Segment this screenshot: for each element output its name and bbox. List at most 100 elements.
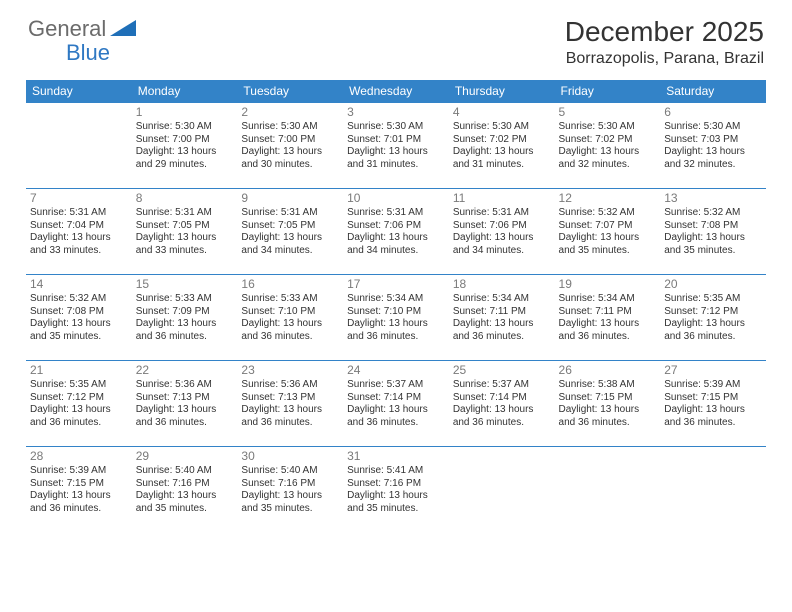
- brand-logo: General Blue: [28, 16, 138, 42]
- sunset-line: Sunset: 7:00 PM: [241, 134, 339, 147]
- calendar-cell: 25Sunrise: 5:37 AMSunset: 7:14 PMDayligh…: [449, 361, 555, 447]
- sunset-line: Sunset: 7:04 PM: [30, 220, 128, 233]
- sunrise-line: Sunrise: 5:36 AM: [136, 379, 234, 392]
- calendar-cell: 16Sunrise: 5:33 AMSunset: 7:10 PMDayligh…: [237, 275, 343, 361]
- day-header: Saturday: [660, 80, 766, 103]
- calendar-cell: 11Sunrise: 5:31 AMSunset: 7:06 PMDayligh…: [449, 189, 555, 275]
- location-text: Borrazopolis, Parana, Brazil: [565, 50, 764, 68]
- day-number: 12: [559, 191, 657, 206]
- sunrise-line: Sunrise: 5:31 AM: [453, 207, 551, 220]
- day-number: 4: [453, 105, 551, 120]
- sunset-line: Sunset: 7:05 PM: [241, 220, 339, 233]
- daylight-line: Daylight: 13 hours and 31 minutes.: [347, 146, 445, 171]
- sunset-line: Sunset: 7:05 PM: [136, 220, 234, 233]
- day-number: 20: [664, 277, 762, 292]
- sunrise-line: Sunrise: 5:39 AM: [30, 465, 128, 478]
- sunrise-line: Sunrise: 5:33 AM: [241, 293, 339, 306]
- sunrise-line: Sunrise: 5:32 AM: [664, 207, 762, 220]
- sunrise-line: Sunrise: 5:39 AM: [664, 379, 762, 392]
- day-header: Wednesday: [343, 80, 449, 103]
- day-number: 3: [347, 105, 445, 120]
- day-number: 24: [347, 363, 445, 378]
- brand-blue: Blue: [66, 40, 110, 66]
- sunset-line: Sunset: 7:09 PM: [136, 306, 234, 319]
- sunset-line: Sunset: 7:07 PM: [559, 220, 657, 233]
- sunset-line: Sunset: 7:11 PM: [453, 306, 551, 319]
- day-number: 1: [136, 105, 234, 120]
- page-header: General Blue December 2025 Borrazopolis,…: [0, 0, 792, 72]
- sunset-line: Sunset: 7:10 PM: [241, 306, 339, 319]
- day-number: 17: [347, 277, 445, 292]
- daylight-line: Daylight: 13 hours and 34 minutes.: [347, 232, 445, 257]
- calendar-cell: 1Sunrise: 5:30 AMSunset: 7:00 PMDaylight…: [132, 103, 238, 189]
- daylight-line: Daylight: 13 hours and 32 minutes.: [664, 146, 762, 171]
- calendar-cell: 2Sunrise: 5:30 AMSunset: 7:00 PMDaylight…: [237, 103, 343, 189]
- sunset-line: Sunset: 7:00 PM: [136, 134, 234, 147]
- sunrise-line: Sunrise: 5:38 AM: [559, 379, 657, 392]
- day-number: 18: [453, 277, 551, 292]
- day-number: 25: [453, 363, 551, 378]
- calendar-cell: 18Sunrise: 5:34 AMSunset: 7:11 PMDayligh…: [449, 275, 555, 361]
- sunrise-line: Sunrise: 5:30 AM: [453, 121, 551, 134]
- daylight-line: Daylight: 13 hours and 31 minutes.: [453, 146, 551, 171]
- daylight-line: Daylight: 13 hours and 36 minutes.: [664, 404, 762, 429]
- sunrise-line: Sunrise: 5:37 AM: [347, 379, 445, 392]
- calendar-row: 14Sunrise: 5:32 AMSunset: 7:08 PMDayligh…: [26, 275, 766, 361]
- day-number: 7: [30, 191, 128, 206]
- daylight-line: Daylight: 13 hours and 32 minutes.: [559, 146, 657, 171]
- calendar-cell: 7Sunrise: 5:31 AMSunset: 7:04 PMDaylight…: [26, 189, 132, 275]
- day-number: 31: [347, 449, 445, 464]
- daylight-line: Daylight: 13 hours and 36 minutes.: [453, 318, 551, 343]
- calendar-cell: 31Sunrise: 5:41 AMSunset: 7:16 PMDayligh…: [343, 447, 449, 533]
- day-number: 27: [664, 363, 762, 378]
- calendar-cell: 4Sunrise: 5:30 AMSunset: 7:02 PMDaylight…: [449, 103, 555, 189]
- day-number: 15: [136, 277, 234, 292]
- sunset-line: Sunset: 7:12 PM: [664, 306, 762, 319]
- calendar-cell: [26, 103, 132, 189]
- day-number: 5: [559, 105, 657, 120]
- calendar-cell: 28Sunrise: 5:39 AMSunset: 7:15 PMDayligh…: [26, 447, 132, 533]
- calendar-cell: 13Sunrise: 5:32 AMSunset: 7:08 PMDayligh…: [660, 189, 766, 275]
- day-number: 6: [664, 105, 762, 120]
- day-number: 28: [30, 449, 128, 464]
- day-number: 14: [30, 277, 128, 292]
- calendar-cell: [449, 447, 555, 533]
- calendar-cell: 29Sunrise: 5:40 AMSunset: 7:16 PMDayligh…: [132, 447, 238, 533]
- daylight-line: Daylight: 13 hours and 35 minutes.: [30, 318, 128, 343]
- calendar-row: 21Sunrise: 5:35 AMSunset: 7:12 PMDayligh…: [26, 361, 766, 447]
- sunrise-line: Sunrise: 5:31 AM: [347, 207, 445, 220]
- calendar-cell: 22Sunrise: 5:36 AMSunset: 7:13 PMDayligh…: [132, 361, 238, 447]
- day-header: Monday: [132, 80, 238, 103]
- day-number: 22: [136, 363, 234, 378]
- daylight-line: Daylight: 13 hours and 36 minutes.: [136, 404, 234, 429]
- sunset-line: Sunset: 7:02 PM: [453, 134, 551, 147]
- day-header: Thursday: [449, 80, 555, 103]
- sunrise-line: Sunrise: 5:30 AM: [664, 121, 762, 134]
- daylight-line: Daylight: 13 hours and 36 minutes.: [347, 318, 445, 343]
- sunset-line: Sunset: 7:13 PM: [136, 392, 234, 405]
- daylight-line: Daylight: 13 hours and 36 minutes.: [347, 404, 445, 429]
- day-number: 2: [241, 105, 339, 120]
- day-header: Sunday: [26, 80, 132, 103]
- sunset-line: Sunset: 7:13 PM: [241, 392, 339, 405]
- sunset-line: Sunset: 7:14 PM: [347, 392, 445, 405]
- sunrise-line: Sunrise: 5:30 AM: [136, 121, 234, 134]
- daylight-line: Daylight: 13 hours and 33 minutes.: [136, 232, 234, 257]
- calendar-cell: 20Sunrise: 5:35 AMSunset: 7:12 PMDayligh…: [660, 275, 766, 361]
- daylight-line: Daylight: 13 hours and 35 minutes.: [664, 232, 762, 257]
- calendar-body: 1Sunrise: 5:30 AMSunset: 7:00 PMDaylight…: [26, 103, 766, 533]
- daylight-line: Daylight: 13 hours and 29 minutes.: [136, 146, 234, 171]
- calendar-cell: [555, 447, 661, 533]
- sunrise-line: Sunrise: 5:35 AM: [30, 379, 128, 392]
- sunrise-line: Sunrise: 5:31 AM: [30, 207, 128, 220]
- sunrise-line: Sunrise: 5:30 AM: [347, 121, 445, 134]
- sunrise-line: Sunrise: 5:41 AM: [347, 465, 445, 478]
- daylight-line: Daylight: 13 hours and 35 minutes.: [136, 490, 234, 515]
- sunrise-line: Sunrise: 5:40 AM: [241, 465, 339, 478]
- daylight-line: Daylight: 13 hours and 36 minutes.: [30, 404, 128, 429]
- sunset-line: Sunset: 7:12 PM: [30, 392, 128, 405]
- calendar-cell: 30Sunrise: 5:40 AMSunset: 7:16 PMDayligh…: [237, 447, 343, 533]
- daylight-line: Daylight: 13 hours and 30 minutes.: [241, 146, 339, 171]
- daylight-line: Daylight: 13 hours and 36 minutes.: [559, 318, 657, 343]
- day-number: 21: [30, 363, 128, 378]
